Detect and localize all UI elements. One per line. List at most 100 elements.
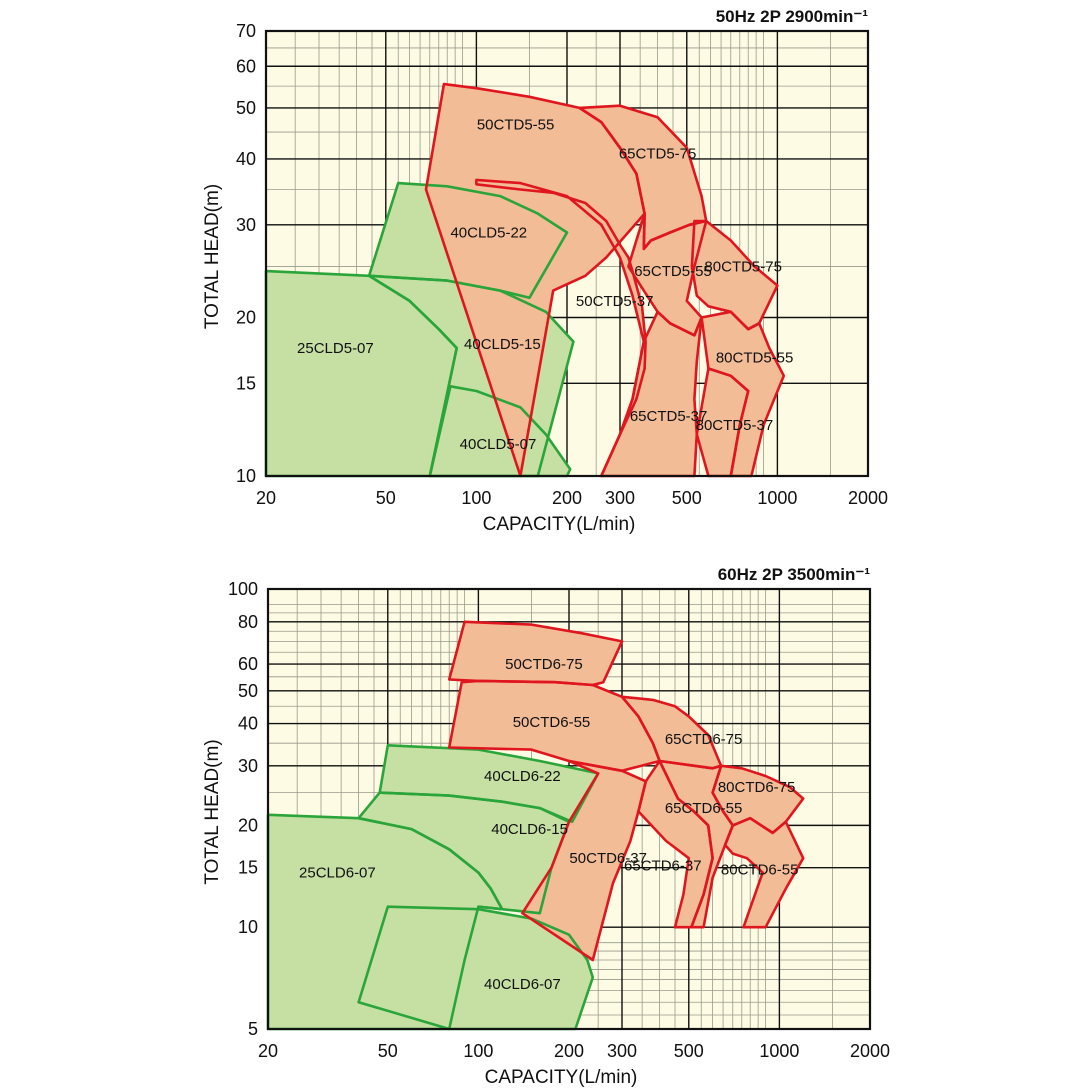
series-label: 25CLD6-07 bbox=[299, 865, 376, 882]
y-tick-label: 10 bbox=[238, 917, 258, 937]
x-tick-label: 20 bbox=[258, 1041, 278, 1061]
series-label: 65CTD5-55 bbox=[634, 263, 712, 280]
chart-1: 25CLD5-07 40CLD5-07 40CLD5-15 40CLD5-22 50CT… bbox=[202, 7, 888, 535]
region-40CLD6-07 bbox=[358, 906, 593, 1029]
series-labels: 25CLD6-07 40CLD6-07 40CLD6-15 40CLD6-22 50CT… bbox=[299, 656, 798, 993]
series-label: 80CTD5-75 bbox=[704, 259, 782, 276]
y-tick-label: 20 bbox=[236, 308, 256, 328]
y-tick-labels: 10 15 20 30 40 50 60 70 bbox=[236, 21, 256, 486]
x-tick-label: 500 bbox=[672, 488, 702, 508]
y-tick-label: 10 bbox=[236, 466, 256, 486]
series-label: 40CLD6-15 bbox=[491, 821, 568, 838]
region-65CTD6-55 bbox=[659, 761, 733, 928]
outline-80CTD6-55 bbox=[723, 816, 805, 929]
outline-40CLD5-07 bbox=[428, 384, 572, 478]
series-label: 80CTD5-37 bbox=[696, 417, 774, 434]
series-label: 50CTD6-55 bbox=[513, 714, 591, 731]
y-tick-label: 50 bbox=[236, 98, 256, 118]
y-axis-title: TOTAL HEAD(m) bbox=[202, 739, 223, 884]
series-label: 40CLD5-22 bbox=[450, 225, 527, 242]
y-tick-label: 40 bbox=[238, 714, 258, 734]
region-65CTD5-37 bbox=[601, 311, 702, 476]
x-tick-label: 1000 bbox=[759, 1041, 799, 1061]
plot-frame bbox=[264, 29, 870, 478]
series-label: 40CLD6-07 bbox=[484, 976, 561, 993]
series-label: 50CTD5-55 bbox=[477, 117, 555, 134]
x-tick-label: 100 bbox=[461, 488, 491, 508]
region-65CTD6-75 bbox=[622, 696, 722, 769]
series-label: 80CTD6-75 bbox=[718, 779, 796, 796]
series-label: 50CTD6-37 bbox=[569, 850, 647, 867]
y-tick-label: 60 bbox=[236, 56, 256, 76]
x-tick-label: 100 bbox=[463, 1041, 493, 1061]
y-tick-label: 5 bbox=[248, 1019, 258, 1039]
plot-frame bbox=[266, 587, 872, 1031]
region-50CTD6-75 bbox=[449, 621, 622, 685]
y-tick-label: 30 bbox=[238, 756, 258, 776]
x-tick-label: 2000 bbox=[848, 488, 888, 508]
region-40CLD6-22 bbox=[379, 745, 599, 822]
region-65CTD6-37 bbox=[638, 761, 713, 928]
y-tick-label: 60 bbox=[238, 654, 258, 674]
y-tick-label: 50 bbox=[238, 681, 258, 701]
series-label: 65CTD5-75 bbox=[619, 145, 697, 162]
y-tick-label: 15 bbox=[238, 858, 258, 878]
x-tick-label: 300 bbox=[607, 1041, 637, 1061]
region-65CTD5-55 bbox=[628, 213, 707, 336]
outline-40CLD6-22 bbox=[378, 743, 600, 824]
x-tick-label: 200 bbox=[554, 1041, 584, 1061]
series-outlines bbox=[264, 82, 786, 478]
region-80CTD5-75 bbox=[691, 221, 778, 330]
outline-40CLD5-22 bbox=[367, 181, 569, 300]
x-tick-labels: 20 50 100 200 300 500 1000 2000 bbox=[258, 1041, 890, 1061]
chart-title: 60Hz 2P 3500min⁻¹ bbox=[718, 565, 871, 584]
x-axis-title: CAPACITY(L/min) bbox=[485, 1067, 638, 1088]
x-tick-label: 2000 bbox=[850, 1041, 890, 1061]
series-label: 80CTD5-55 bbox=[716, 349, 794, 366]
y-tick-label: 15 bbox=[236, 373, 256, 393]
region-80CTD6-75 bbox=[712, 765, 804, 833]
series-regions bbox=[266, 84, 784, 476]
region-40CLD6-15 bbox=[358, 792, 569, 914]
chart-title: 50Hz 2P 2900min⁻¹ bbox=[716, 7, 869, 26]
series-regions bbox=[268, 621, 804, 1029]
x-tick-label: 20 bbox=[256, 488, 276, 508]
series-labels: 25CLD5-07 40CLD5-07 40CLD5-15 40CLD5-22 50CT… bbox=[297, 117, 793, 454]
y-tick-label: 30 bbox=[236, 215, 256, 235]
series-label: 40CLD5-15 bbox=[464, 336, 541, 353]
region-50CTD6-37 bbox=[522, 761, 646, 960]
series-label: 40CLD5-07 bbox=[460, 436, 537, 453]
region-65CTD5-75 bbox=[579, 105, 707, 249]
y-tick-label: 20 bbox=[238, 815, 258, 835]
region-25CLD5-07 bbox=[266, 271, 457, 476]
y-tick-label: 40 bbox=[236, 149, 256, 169]
series-label: 65CTD5-37 bbox=[630, 408, 708, 425]
series-label: 80CTD6-55 bbox=[721, 862, 799, 879]
x-tick-label: 1000 bbox=[757, 488, 797, 508]
y-axis-title: TOTAL HEAD(m) bbox=[202, 184, 223, 329]
region-80CTD5-55 bbox=[701, 311, 784, 476]
outline-50CTD5-37 bbox=[475, 178, 647, 478]
x-tick-label: 50 bbox=[378, 1041, 398, 1061]
x-tick-label: 50 bbox=[376, 488, 396, 508]
x-tick-label: 300 bbox=[605, 488, 635, 508]
region-80CTD6-55 bbox=[725, 818, 804, 928]
series-label: 65CTD6-75 bbox=[665, 731, 743, 748]
outline-50CTD6-37 bbox=[521, 759, 648, 962]
series-label: 65CTD6-55 bbox=[665, 800, 743, 817]
series-label: 50CTD6-75 bbox=[505, 656, 583, 673]
x-tick-labels: 20 50 100 200 300 500 1000 2000 bbox=[256, 488, 888, 508]
x-axis-title: CAPACITY(L/min) bbox=[483, 514, 636, 535]
series-label: 25CLD5-07 bbox=[297, 340, 374, 357]
y-tick-label: 80 bbox=[238, 612, 258, 632]
y-tick-labels: 5 10 15 20 30 40 50 60 80 100 bbox=[228, 579, 258, 1039]
series-label: 50CTD5-37 bbox=[576, 293, 654, 310]
outline-65CTD6-37 bbox=[637, 759, 714, 929]
x-tick-label: 200 bbox=[552, 488, 582, 508]
x-tick-label: 500 bbox=[674, 1041, 704, 1061]
y-tick-label: 70 bbox=[236, 21, 256, 41]
series-label: 40CLD6-22 bbox=[484, 768, 561, 785]
series-label: 65CTD6-37 bbox=[624, 858, 702, 875]
chart-2: 25CLD6-07 40CLD6-07 40CLD6-15 40CLD6-22 50CT… bbox=[202, 565, 890, 1088]
